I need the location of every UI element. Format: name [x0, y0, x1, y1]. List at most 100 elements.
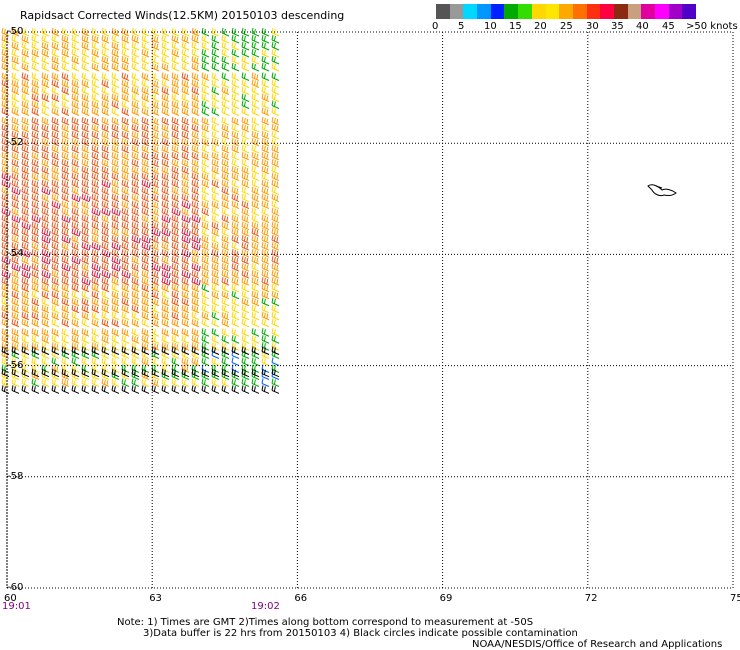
wind-barb: [121, 62, 130, 72]
wind-barb: [71, 328, 80, 337]
wind-barb: [51, 165, 60, 175]
wind-barb: [41, 242, 50, 251]
wind-barb: [181, 318, 190, 328]
wind-barb: [211, 249, 220, 258]
wind-barb: [131, 55, 140, 65]
wind-barb: [141, 72, 150, 81]
latitude-label: -56: [7, 359, 24, 371]
wind-barb: [91, 55, 100, 65]
wind-barb: [11, 335, 20, 344]
wind-barb: [111, 368, 120, 378]
wind-barb: [141, 346, 150, 355]
wind-barb: [131, 277, 140, 286]
wind-barb: [141, 304, 150, 314]
wind-barb: [231, 186, 240, 196]
wind-barb: [111, 335, 120, 344]
wind-barb: [231, 221, 240, 231]
wind-barb: [41, 277, 50, 286]
wind-barb: [11, 72, 20, 81]
wind-barb: [261, 165, 270, 175]
wind-barb: [81, 304, 90, 314]
wind-barb: [101, 335, 110, 344]
wind-barb: [31, 228, 40, 237]
wind-barb: [91, 137, 100, 147]
wind-barb: [161, 304, 170, 314]
wind-barb: [11, 151, 20, 161]
longitude-label: 75: [730, 593, 740, 604]
wind-barb: [261, 130, 270, 140]
wind-barb: [31, 277, 40, 286]
wind-barb: [21, 107, 30, 116]
wind-barb: [211, 200, 220, 210]
wind-barb: [1, 357, 10, 366]
wind-barb: [161, 256, 170, 265]
wind-barb: [241, 93, 250, 102]
wind-barb: [231, 48, 240, 58]
color-scale-label: 20: [534, 21, 547, 32]
wind-barb: [151, 311, 160, 321]
wind-barb: [61, 172, 70, 182]
wind-barb: [151, 263, 161, 272]
wind-barb: [101, 107, 110, 116]
wind-barb: [151, 200, 160, 210]
longitude-label: 72: [584, 593, 598, 604]
wind-barb: [31, 318, 40, 328]
wind-barb: [111, 214, 120, 224]
wind-barb: [111, 100, 120, 109]
wind-barb: [251, 283, 260, 293]
wind-barb: [1, 378, 10, 387]
wind-barb: [211, 151, 220, 161]
wind-barb: [141, 235, 151, 244]
wind-barb: [171, 200, 180, 210]
color-scale-label: 0: [432, 21, 439, 32]
wind-barb: [181, 186, 190, 196]
wind-barb: [91, 368, 100, 378]
wind-barb: [41, 263, 50, 272]
wind-barb: [11, 242, 20, 251]
wind-barb: [231, 228, 240, 237]
wind-barb: [131, 290, 140, 300]
wind-barb: [251, 107, 260, 116]
wind-barb: [1, 304, 10, 314]
wind-barb: [201, 186, 210, 196]
wind-barb: [221, 385, 230, 394]
wind-barb: [131, 72, 140, 81]
wind-barb: [1, 41, 10, 51]
wind-barb: [251, 214, 260, 224]
wind-barb: [161, 346, 170, 355]
wind-barb: [151, 242, 160, 251]
wind-barb: [11, 130, 20, 140]
wind-barb: [111, 193, 120, 203]
wind-barb: [181, 207, 190, 217]
wind-barb: [191, 318, 200, 328]
wind-barb: [101, 283, 110, 293]
wind-barb: [41, 283, 50, 293]
wind-barb: [81, 130, 90, 140]
island-outline: [647, 184, 677, 197]
wind-barb: [181, 297, 190, 307]
wind-barb: [161, 318, 170, 328]
wind-barb: [201, 368, 210, 378]
wind-barb: [21, 48, 30, 58]
wind-barb: [131, 357, 140, 366]
wind-barb: [121, 172, 130, 182]
latitude-label: -50: [7, 26, 24, 37]
wind-barb: [31, 116, 40, 126]
wind-barb: [21, 200, 30, 210]
wind-barb: [111, 186, 120, 196]
wind-barb: [141, 270, 150, 279]
wind-barb: [161, 235, 170, 244]
wind-barb: [151, 357, 160, 366]
wind-barb: [121, 55, 130, 65]
wind-barb: [151, 297, 160, 307]
wind-barb: [151, 335, 160, 344]
wind-barb: [31, 172, 40, 182]
wind-barb: [41, 107, 50, 116]
wind-barb: [1, 107, 10, 116]
wind-barb: [131, 311, 140, 321]
wind-barb: [251, 328, 260, 337]
wind-barb: [251, 385, 260, 394]
wind-barb: [151, 214, 160, 224]
wind-barb: [161, 249, 170, 258]
wind-barb: [141, 283, 150, 293]
